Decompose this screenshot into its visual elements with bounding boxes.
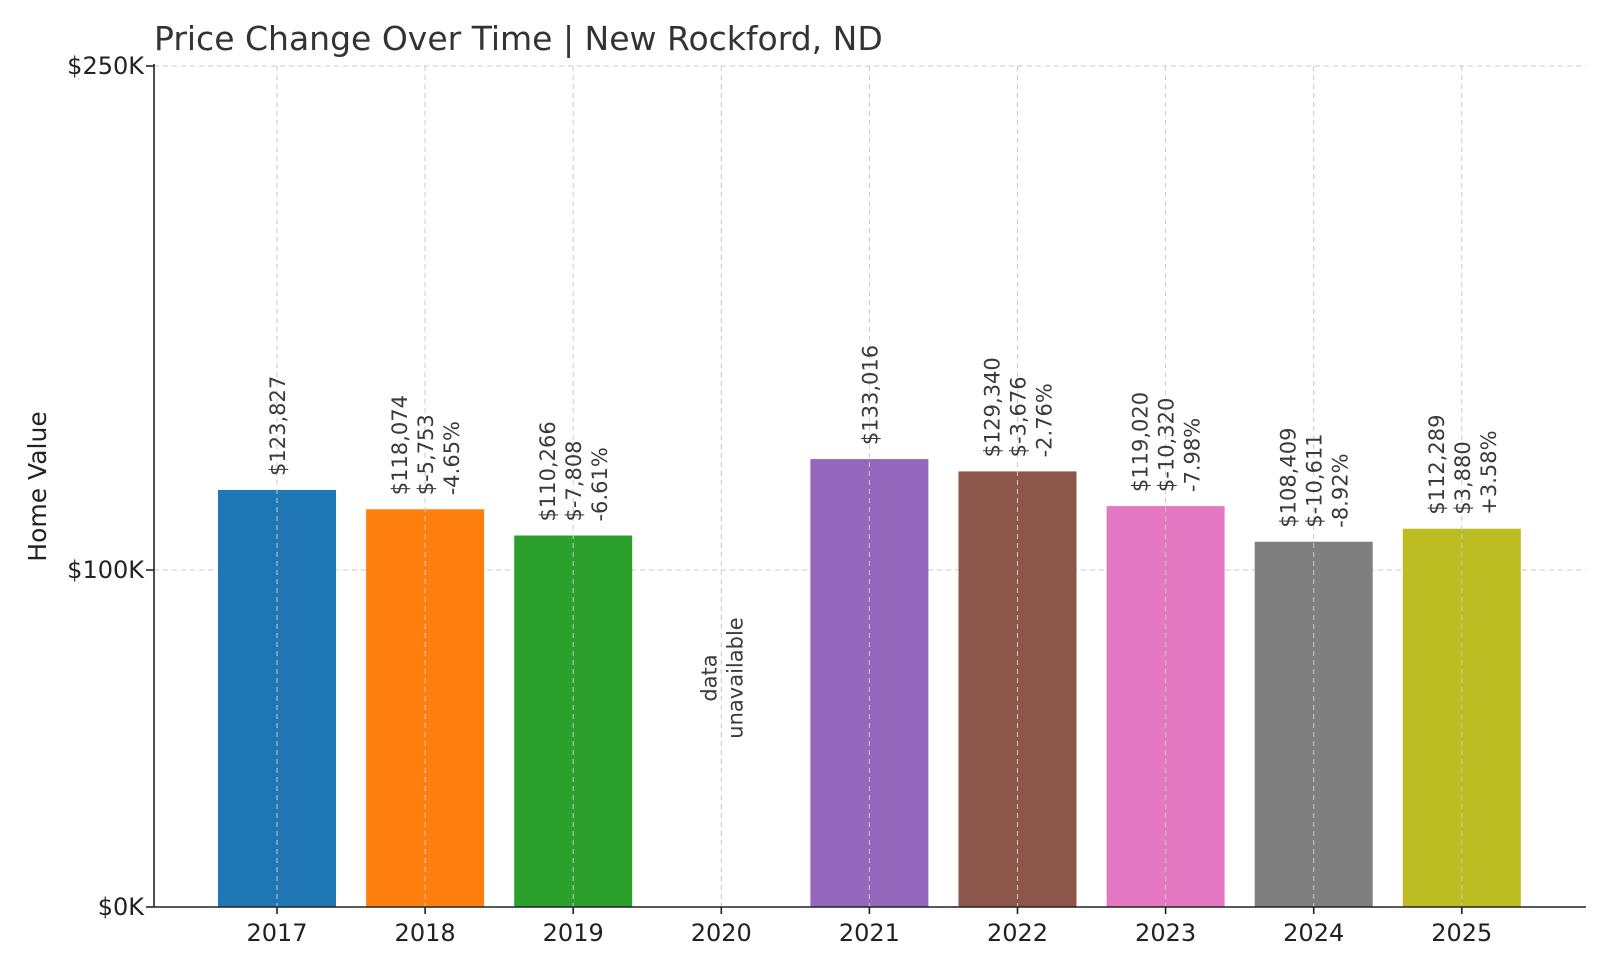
data-label-line: +3.58%	[1477, 430, 1501, 514]
x-tick-label: 2022	[987, 919, 1048, 947]
data-labels: $123,827 $118,074 $-5,753 -4.65% $110,266 $-7…	[266, 345, 1501, 739]
data-label-2023: $119,020 $-10,320 -7.98%	[1129, 392, 1205, 492]
y-tick-label: $0K	[98, 893, 146, 921]
data-label-2024: $108,409 $-10,611 -8.92%	[1277, 428, 1353, 528]
data-label-2020: data unavailable	[697, 617, 747, 738]
chart-title: Price Change Over Time | New Rockford, N…	[154, 19, 883, 58]
x-tick-label: 2017	[246, 919, 307, 947]
x-tick-label: 2024	[1283, 919, 1344, 947]
data-label-line: unavailable	[723, 617, 747, 738]
data-label-line: -4.65%	[440, 421, 464, 495]
data-label-line: -2.76%	[1033, 383, 1057, 457]
data-label-line: $108,409	[1277, 428, 1301, 528]
data-label-line: -7.98%	[1181, 418, 1205, 492]
data-label-line: $-3,676	[1007, 376, 1031, 457]
x-tick-label: 2025	[1431, 919, 1492, 947]
data-label-line: $119,020	[1129, 392, 1153, 492]
x-tick-label: 2020	[691, 919, 752, 947]
y-tick-label: $250K	[67, 52, 145, 80]
y-axis-label: Home Value	[23, 411, 52, 561]
data-label-line: $129,340	[981, 357, 1005, 457]
axes: $0K $100K $250K 2017 2018 2019 2020 2021 2022 202…	[67, 52, 1586, 947]
data-label-line: $3,880	[1451, 441, 1475, 514]
x-tick-label: 2019	[543, 919, 604, 947]
data-label-2022: $129,340 $-3,676 -2.76%	[981, 357, 1057, 457]
data-label-2025: $112,289 $3,880 +3.58%	[1425, 415, 1501, 515]
data-label-2018: $118,074 $-5,753 -4.65%	[388, 395, 464, 495]
data-label-line: data	[697, 654, 721, 701]
data-label-line: $-7,808	[562, 440, 586, 521]
data-label-line: $112,289	[1425, 415, 1449, 515]
x-tick-label: 2021	[839, 919, 900, 947]
data-label-line: $123,827	[266, 376, 290, 476]
data-label-2019: $110,266 $-7,808 -6.61%	[536, 421, 612, 521]
y-tick-label: $100K	[67, 556, 145, 584]
data-label-2021: $133,016	[858, 345, 882, 445]
data-label-line: $110,266	[536, 421, 560, 521]
data-label-line: $-5,753	[414, 414, 438, 495]
bars	[218, 66, 1521, 907]
data-label-line: $133,016	[858, 345, 882, 445]
x-tick-label: 2023	[1135, 919, 1196, 947]
data-label-2017: $123,827	[266, 376, 290, 476]
x-tick-label: 2018	[395, 919, 456, 947]
data-label-line: -6.61%	[588, 447, 612, 521]
data-label-line: $-10,320	[1155, 398, 1179, 492]
data-label-line: -8.92%	[1329, 453, 1353, 527]
data-label-line: $-10,611	[1303, 433, 1327, 527]
data-label-line: $118,074	[388, 395, 412, 495]
